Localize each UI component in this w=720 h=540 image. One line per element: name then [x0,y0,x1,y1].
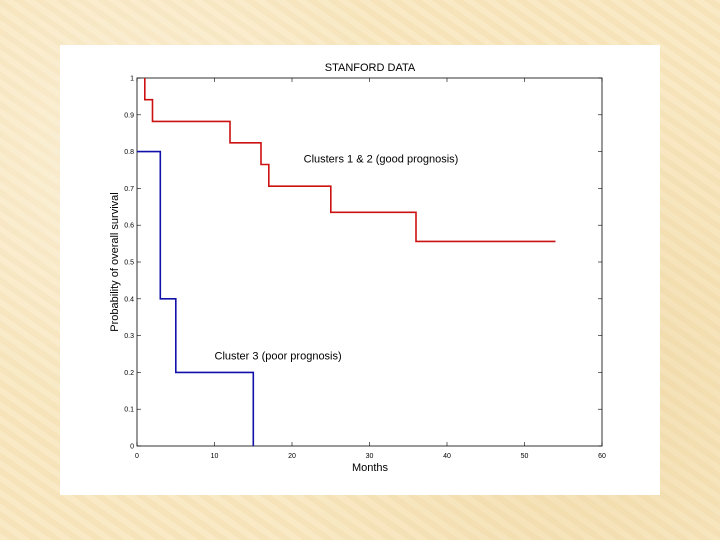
y-tick-label-0.1: 0.1 [124,407,134,414]
chart-title: STANFORD DATA [325,62,416,74]
y-tick-label-0.5: 0.5 [124,260,134,267]
annotation-good-prognosis: Clusters 1 & 2 (good prognosis) [304,154,459,166]
y-tick-label-0.3: 0.3 [124,333,134,340]
y-axis-label: Probability of overall survival [109,192,121,331]
x-tick-label-40: 40 [443,453,451,460]
survival-chart: STANFORD DATA 0 10 20 30 40 50 60 0 0.1 0.2 0.3 0.4… [109,62,606,474]
x-tick-label-20: 20 [288,453,296,460]
x-tick-label-10: 10 [211,453,219,460]
y-tick-label-0.9: 0.9 [124,112,134,119]
y-tick-label-1: 1 [130,76,134,83]
axis-ticks: 0 10 20 30 40 50 60 0 0.1 0.2 0.3 0.4 0.5 0.6 0.7 0.8 0.… [124,76,606,461]
series-line-poor-prognosis [137,150,255,446]
annotation-layer: Clusters 1 & 2 (good prognosis) Cluster 3… [215,154,459,363]
annotation-poor-prognosis: Cluster 3 (poor prognosis) [215,351,342,363]
x-tick-label-0: 0 [135,453,139,460]
x-axis-label: Months [352,462,389,474]
series-line-good-prognosis [144,78,556,243]
y-tick-label-0.2: 0.2 [124,370,134,377]
plot-frame [136,77,603,447]
y-tick-label-0: 0 [130,444,134,451]
series-layer [137,78,556,446]
y-tick-label-0.4: 0.4 [124,296,134,303]
y-tick-label-0.8: 0.8 [124,149,134,156]
y-tick-label-0.7: 0.7 [124,186,134,193]
slide-card: STANFORD DATA 0 10 20 30 40 50 60 0 0.1 0.2 0.3 0.4… [60,45,660,495]
x-tick-label-60: 60 [598,453,606,460]
y-tick-label-0.6: 0.6 [124,223,134,230]
x-tick-label-30: 30 [366,453,374,460]
x-tick-label-50: 50 [521,453,529,460]
